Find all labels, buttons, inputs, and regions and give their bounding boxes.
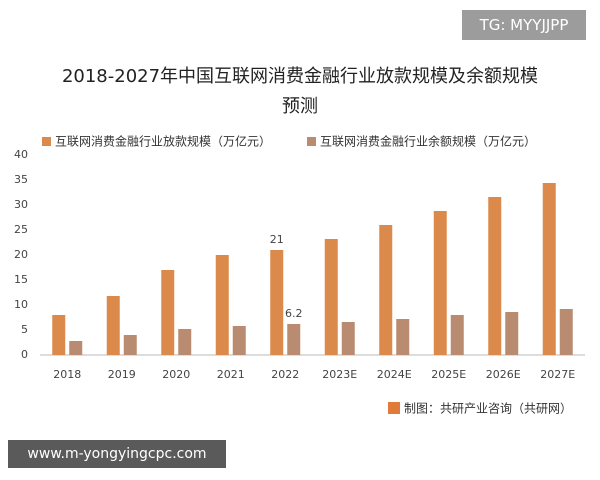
bar — [542, 183, 556, 355]
bar — [450, 315, 464, 355]
bar — [52, 315, 66, 355]
x-tick-label: 2027E — [540, 368, 575, 381]
source: 制图：共研产业咨询（共研网） — [404, 401, 572, 416]
bar — [488, 197, 502, 355]
legend-label: 互联网消费金融行业放款规模（万亿元） — [55, 134, 271, 149]
data-label: 21 — [270, 233, 284, 246]
bar — [232, 326, 246, 355]
y-tick-label: 20 — [14, 248, 28, 261]
bar — [379, 225, 393, 355]
x-tick-label: 2021 — [217, 368, 245, 381]
bar — [396, 319, 410, 355]
y-tick-label: 0 — [21, 348, 28, 361]
url: www.m-yongyingcpc.com — [8, 440, 226, 468]
bar — [161, 270, 175, 355]
y-tick-label: 5 — [21, 323, 28, 336]
x-tick-label: 2018 — [53, 368, 81, 381]
x-tick-label: 2025E — [431, 368, 466, 381]
bar — [69, 341, 83, 355]
chart-title: 2018-2027年中国互联网消费金融行业放款规模及余额规模预测 — [61, 66, 539, 117]
legend-label: 互联网消费金融行业余额规模（万亿元） — [320, 134, 536, 149]
bar — [215, 255, 229, 355]
bar — [505, 312, 519, 355]
x-tick-label: 2023E — [322, 368, 357, 381]
legend-swatch — [42, 137, 51, 146]
x-tick-label: 2022 — [271, 368, 299, 381]
y-tick-label: 30 — [14, 198, 28, 211]
y-tick-label: 15 — [14, 273, 28, 286]
data-label: 6.2 — [285, 307, 303, 320]
bar — [123, 335, 137, 355]
bar — [559, 309, 573, 355]
bar — [178, 329, 192, 355]
tag: TG: MYYJJPP — [462, 10, 586, 40]
y-tick-label: 25 — [14, 223, 28, 236]
bar — [106, 296, 120, 355]
y-tick-label: 10 — [14, 298, 28, 311]
bar — [287, 324, 301, 355]
x-tick-label: 2024E — [377, 368, 412, 381]
source-icon — [388, 402, 400, 414]
bar — [324, 239, 338, 355]
x-tick-label: 2026E — [486, 368, 521, 381]
bar — [270, 250, 284, 355]
x-tick-label: 2019 — [108, 368, 136, 381]
x-tick-label: 2020 — [162, 368, 190, 381]
y-tick-label: 40 — [14, 148, 28, 161]
y-tick-label: 35 — [14, 173, 28, 186]
bar — [341, 322, 355, 355]
bar — [433, 211, 447, 355]
legend-swatch — [307, 137, 316, 146]
